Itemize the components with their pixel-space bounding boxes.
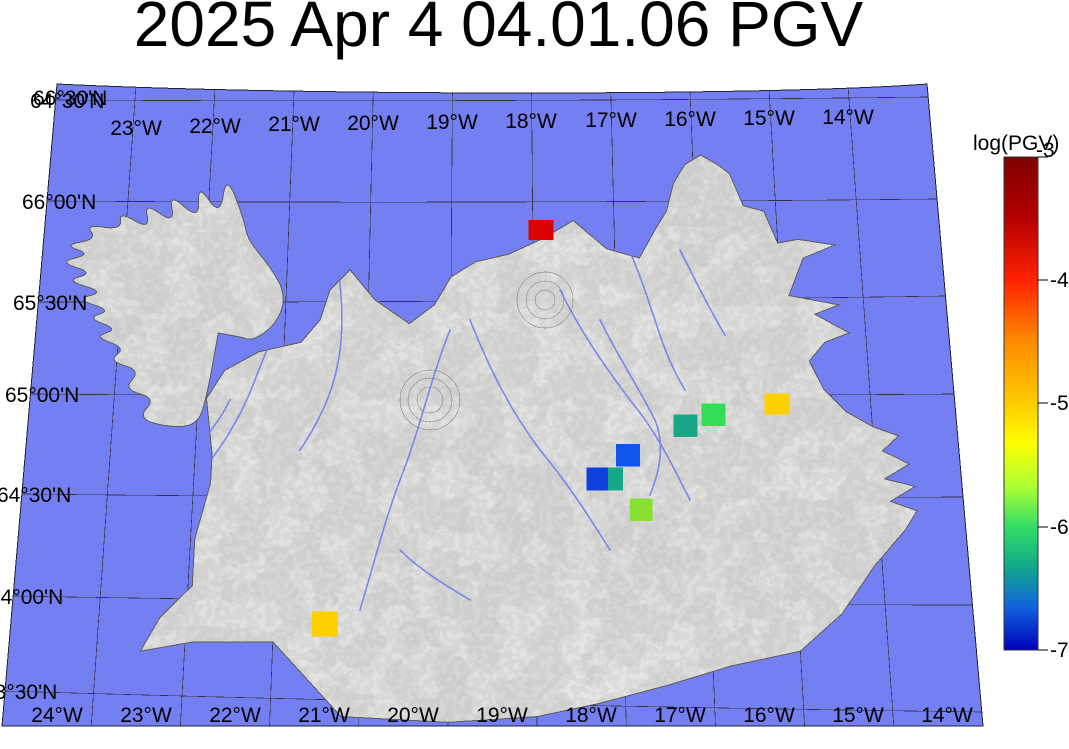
svg-text:65°30'N: 65°30'N bbox=[13, 292, 87, 315]
svg-text:20°W: 20°W bbox=[387, 704, 439, 727]
svg-text:16°W: 16°W bbox=[743, 704, 795, 727]
svg-text:63°30'N: 63°30'N bbox=[0, 681, 57, 704]
svg-text:23°W: 23°W bbox=[110, 117, 162, 140]
svg-text:21°W: 21°W bbox=[298, 704, 350, 727]
svg-text:23°W: 23°W bbox=[120, 704, 172, 727]
svg-text:21°W: 21°W bbox=[268, 113, 320, 136]
svg-text:64°00'N: 64°00'N bbox=[0, 586, 63, 609]
svg-text:17°W: 17°W bbox=[585, 109, 637, 132]
svg-text:65°00'N: 65°00'N bbox=[5, 384, 79, 407]
svg-text:16°W: 16°W bbox=[664, 108, 716, 131]
svg-text:-6: -6 bbox=[1050, 516, 1069, 539]
svg-text:64°30'N: 64°30'N bbox=[30, 90, 104, 113]
svg-text:66°00'N: 66°00'N bbox=[22, 191, 96, 214]
svg-text:17°W: 17°W bbox=[654, 704, 706, 727]
svg-text:24°W: 24°W bbox=[31, 704, 83, 727]
svg-text:14°W: 14°W bbox=[921, 704, 973, 727]
svg-text:19°W: 19°W bbox=[426, 111, 478, 134]
svg-text:-7: -7 bbox=[1050, 639, 1069, 662]
svg-text:18°W: 18°W bbox=[565, 704, 617, 727]
svg-text:15°W: 15°W bbox=[743, 107, 795, 130]
svg-text:15°W: 15°W bbox=[832, 704, 884, 727]
svg-text:18°W: 18°W bbox=[505, 110, 557, 133]
svg-text:64°30'N: 64°30'N bbox=[0, 484, 71, 507]
svg-text:-5: -5 bbox=[1050, 392, 1069, 415]
svg-text:-3: -3 bbox=[1036, 139, 1055, 162]
svg-text:22°W: 22°W bbox=[209, 704, 261, 727]
svg-text:14°W: 14°W bbox=[822, 106, 874, 129]
svg-text:22°W: 22°W bbox=[189, 115, 241, 138]
svg-text:-4: -4 bbox=[1050, 269, 1069, 292]
svg-text:20°W: 20°W bbox=[347, 112, 399, 135]
svg-text:19°W: 19°W bbox=[476, 704, 528, 727]
